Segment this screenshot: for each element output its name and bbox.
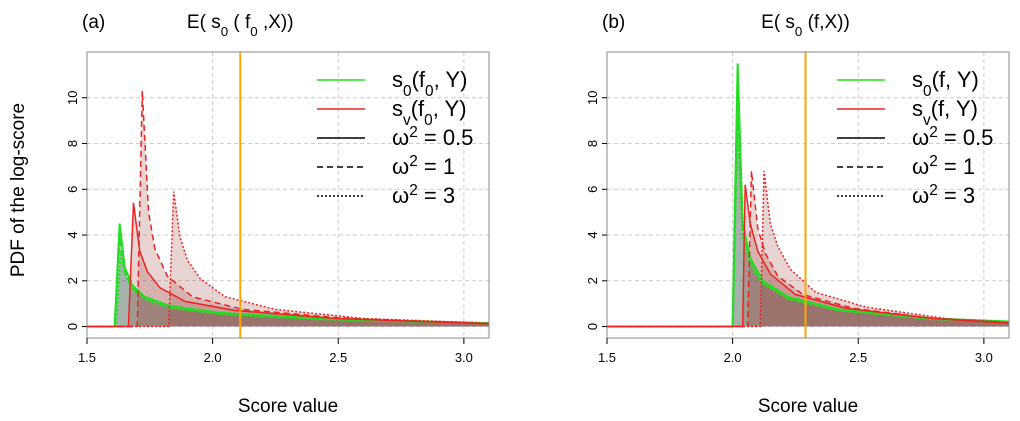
text-segment: s bbox=[392, 96, 403, 121]
series-line-red-dashed bbox=[607, 170, 1010, 328]
y-tick-label: 10 bbox=[585, 91, 600, 105]
plot-frame bbox=[606, 51, 1010, 339]
text-segment: (f,X)) bbox=[802, 12, 850, 33]
legend-label: ω2 = 1 bbox=[912, 153, 975, 180]
text-segment: = 1 bbox=[938, 154, 975, 179]
series-line-green-dotted bbox=[607, 120, 1010, 328]
text-segment: = 1 bbox=[418, 154, 455, 179]
legend-label: sv(f0, Y) bbox=[392, 96, 467, 129]
text-segment: 2 bbox=[929, 153, 938, 170]
text-segment: (f, Y) bbox=[931, 96, 978, 121]
text-segment: s bbox=[392, 67, 403, 92]
x-axis-label: Score value bbox=[758, 396, 858, 417]
text-segment: 2 bbox=[929, 124, 938, 141]
text-segment: 2 bbox=[409, 153, 418, 170]
expected-score-title: E( s0 ( f0 ,X)) bbox=[187, 12, 294, 39]
panel-label: (b) bbox=[602, 12, 625, 33]
area-green bbox=[87, 251, 489, 327]
x-tick-label: 1.5 bbox=[598, 350, 616, 365]
legend-label: ω2 = 1 bbox=[392, 153, 455, 180]
text-segment: = 3 bbox=[938, 183, 975, 208]
text-segment: ,X)) bbox=[258, 12, 294, 33]
text-segment: ω bbox=[392, 125, 409, 150]
y-tick-label: 4 bbox=[585, 231, 600, 238]
plot-frame bbox=[86, 51, 490, 339]
x-tick-label: 2.0 bbox=[724, 350, 742, 365]
text-segment: (f bbox=[411, 96, 425, 121]
panel-label: (a) bbox=[82, 12, 105, 33]
text-segment: = 3 bbox=[418, 183, 455, 208]
series-line-green-dotted bbox=[87, 250, 490, 328]
x-tick-label: 1.5 bbox=[78, 350, 96, 365]
text-segment: v bbox=[403, 112, 411, 129]
area-green bbox=[87, 237, 489, 327]
legend-label: ω2 = 0.5 bbox=[392, 124, 473, 151]
y-tick-label: 2 bbox=[65, 277, 80, 284]
legend-label: s0(f0, Y) bbox=[392, 67, 467, 100]
text-segment: ω bbox=[912, 125, 929, 150]
y-tick-label: 8 bbox=[585, 140, 600, 147]
text-segment: 0 bbox=[250, 24, 257, 39]
y-tick-label: 0 bbox=[65, 323, 80, 330]
x-tick-label: 2.5 bbox=[329, 350, 347, 365]
text-segment: 0 bbox=[424, 112, 433, 129]
expected-score-title: E( s0 (f,X)) bbox=[761, 12, 850, 39]
text-segment: , Y) bbox=[433, 96, 467, 121]
text-segment: s bbox=[912, 67, 923, 92]
legend-label: sv(f, Y) bbox=[912, 96, 978, 129]
y-tick-label: 6 bbox=[585, 186, 600, 193]
series-line-red-solid bbox=[87, 202, 490, 328]
x-tick-label: 3.0 bbox=[975, 350, 993, 365]
legend-label: ω2 = 0.5 bbox=[912, 124, 993, 151]
text-segment: ω bbox=[392, 154, 409, 179]
text-segment: v bbox=[923, 112, 931, 129]
text-segment: 0 bbox=[403, 83, 412, 100]
text-segment: (f, Y) bbox=[932, 67, 979, 92]
text-segment: 2 bbox=[409, 182, 418, 199]
text-segment: = 0.5 bbox=[418, 125, 474, 150]
text-segment: , Y) bbox=[434, 67, 468, 92]
text-segment: 0 bbox=[923, 83, 932, 100]
y-tick-label: 8 bbox=[65, 140, 80, 147]
x-axis-label: Score value bbox=[238, 396, 338, 417]
text-segment: 0 bbox=[221, 24, 228, 39]
legend-label: ω2 = 3 bbox=[912, 182, 975, 209]
text-segment: = 0.5 bbox=[938, 125, 994, 150]
y-tick-label: 2 bbox=[585, 277, 600, 284]
text-segment: ω bbox=[912, 154, 929, 179]
x-tick-label: 2.5 bbox=[849, 350, 867, 365]
y-tick-label: 0 bbox=[585, 323, 600, 330]
text-segment: ω bbox=[392, 183, 409, 208]
y-axis-label: PDF of the log-score bbox=[8, 103, 29, 277]
text-segment: 0 bbox=[795, 24, 802, 39]
text-segment: E( s bbox=[187, 12, 221, 33]
text-segment: 0 bbox=[425, 83, 434, 100]
legend-label: s0(f, Y) bbox=[912, 67, 979, 100]
text-segment: 2 bbox=[929, 182, 938, 199]
area-green bbox=[87, 223, 489, 327]
text-segment: (f bbox=[412, 67, 426, 92]
y-tick-label: 10 bbox=[65, 91, 80, 105]
x-tick-label: 3.0 bbox=[455, 350, 473, 365]
x-tick-label: 2.0 bbox=[204, 350, 222, 365]
text-segment: ( f bbox=[228, 12, 251, 33]
y-tick-label: 6 bbox=[65, 186, 80, 193]
series-line-red-solid bbox=[607, 184, 1010, 328]
text-segment: 2 bbox=[409, 124, 418, 141]
y-tick-label: 4 bbox=[65, 231, 80, 238]
text-segment: s bbox=[912, 96, 923, 121]
text-segment: E( s bbox=[761, 12, 795, 33]
text-segment: ω bbox=[912, 183, 929, 208]
series-line-red-dotted bbox=[87, 191, 490, 328]
legend-label: ω2 = 3 bbox=[392, 182, 455, 209]
